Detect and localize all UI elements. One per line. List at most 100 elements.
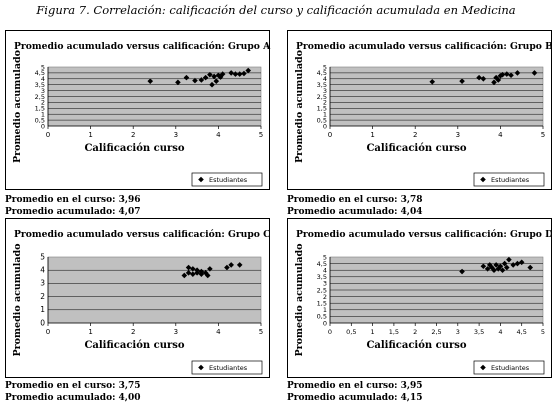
data-point — [224, 264, 230, 271]
legend-box — [473, 172, 545, 187]
course-average-value: 3,78 — [400, 195, 423, 205]
data-point — [459, 78, 465, 84]
data-point — [198, 268, 205, 275]
x-tick-label: 2 — [413, 131, 417, 139]
x-tick-label: 4,5 — [517, 328, 527, 336]
accumulated-average-value: 4,15 — [400, 393, 423, 403]
scatter-chart: Promedio acumulado versus calificación: … — [12, 229, 270, 375]
legend: Estudiantes — [191, 172, 263, 187]
y-tick-label: 0 — [40, 318, 45, 327]
data-point — [514, 260, 521, 267]
y-tick-label: 1,5 — [317, 105, 327, 113]
data-point — [190, 271, 196, 277]
x-tick-label: 5 — [541, 131, 545, 139]
scatter-chart: Promedio acumulado versus calificación: … — [12, 41, 271, 187]
data-point — [213, 78, 220, 84]
data-point — [192, 77, 198, 84]
x-axis-label: Calificación curso — [366, 143, 466, 154]
data-point — [491, 267, 497, 273]
accumulated-average-line: Promedio acumulado: 4,07 — [5, 207, 141, 217]
data-point — [207, 266, 213, 272]
x-axis-label: Calificación curso — [84, 340, 184, 351]
y-tick-label: 5 — [40, 252, 45, 261]
data-point — [175, 79, 181, 86]
data-point — [495, 77, 502, 83]
legend: Estudiantes — [191, 360, 263, 375]
data-point — [493, 262, 499, 268]
data-point — [183, 74, 190, 81]
legend-marker — [480, 176, 486, 183]
y-tick-label: 4 — [40, 266, 45, 275]
y-axis-label: Promedio acumulado — [294, 50, 305, 163]
data-point — [503, 264, 510, 271]
x-tick-label: 1 — [370, 131, 374, 139]
data-point — [429, 78, 436, 85]
y-tick-label: 1,5 — [317, 300, 327, 308]
legend-marker — [198, 176, 204, 183]
data-point — [531, 70, 538, 76]
x-tick-label: 0 — [328, 328, 332, 336]
legend-box — [191, 172, 263, 187]
x-tick-label: 0 — [46, 131, 50, 139]
legend-marker — [480, 364, 486, 371]
x-tick-label: 3 — [174, 131, 178, 139]
data-point — [245, 67, 252, 74]
summary-grupo-b: Promedio en el curso: 3,78 Promedio acum… — [287, 194, 423, 218]
x-tick-label: 0,5 — [346, 328, 356, 336]
chart-title: Promedio acumulado versus calificación: … — [14, 229, 270, 240]
y-tick-label: 3 — [40, 279, 45, 288]
y-tick-label: 3 — [323, 280, 327, 288]
data-point — [503, 71, 510, 77]
y-tick-label: 2 — [41, 99, 45, 107]
x-axis-label: Calificación curso — [366, 340, 466, 351]
y-tick-label: 0 — [41, 122, 45, 130]
data-point — [236, 262, 243, 268]
x-tick-label: 1 — [88, 328, 92, 336]
data-point — [190, 266, 196, 272]
legend-label: Estudiantes — [491, 364, 530, 372]
chart-title: Promedio acumulado versus calificación: … — [14, 41, 271, 52]
data-point — [207, 71, 213, 78]
accumulated-average-value: 4,00 — [118, 393, 141, 403]
y-tick-label: 0 — [323, 319, 327, 327]
x-tick-label: 1,5 — [389, 328, 399, 336]
accumulated-average-value: 4,04 — [400, 207, 423, 217]
x-tick-label: 1 — [371, 328, 375, 336]
course-average-line: Promedio en el curso: 3,96 — [5, 195, 141, 205]
y-axis-label: Promedio acumulado — [12, 50, 23, 163]
course-average-line: Promedio en el curso: 3,78 — [287, 195, 423, 205]
data-point — [497, 73, 504, 79]
y-tick-label: 2,5 — [317, 286, 327, 294]
x-tick-label: 0 — [328, 131, 332, 139]
data-point — [484, 266, 491, 272]
x-tick-label: 2 — [131, 328, 135, 336]
data-point — [232, 71, 239, 77]
y-tick-label: 3,5 — [35, 81, 45, 89]
accumulated-average-value: 4,07 — [118, 207, 141, 217]
data-point — [211, 73, 217, 80]
chart-panel-grupo-b: Promedio acumulado versus calificación: … — [287, 30, 552, 190]
chart-title: Promedio acumulado versus calificación: … — [296, 229, 552, 240]
y-tick-label: 0 — [323, 122, 327, 130]
data-point — [209, 81, 215, 88]
chart-title: Promedio acumulado versus calificación: … — [296, 41, 552, 52]
x-tick-label: 5 — [541, 328, 545, 336]
y-tick-label: 1 — [323, 306, 327, 314]
legend: Estudiantes — [473, 360, 545, 375]
y-tick-label: 3,5 — [317, 273, 327, 281]
legend-box — [473, 360, 545, 375]
data-point — [185, 264, 192, 271]
course-average-value: 3,96 — [118, 195, 141, 205]
y-tick-label: 0,5 — [35, 116, 45, 124]
legend-label: Estudiantes — [491, 176, 530, 184]
y-tick-label: 1,5 — [35, 105, 45, 113]
y-tick-label: 1 — [40, 305, 45, 314]
data-point — [236, 71, 243, 77]
y-tick-label: 1 — [323, 111, 327, 119]
x-tick-label: 4 — [498, 328, 502, 336]
y-tick-label: 2 — [40, 292, 45, 301]
y-tick-label: 3 — [323, 87, 327, 95]
data-point — [527, 264, 534, 271]
data-point — [499, 267, 506, 273]
x-tick-label: 3 — [456, 328, 460, 336]
